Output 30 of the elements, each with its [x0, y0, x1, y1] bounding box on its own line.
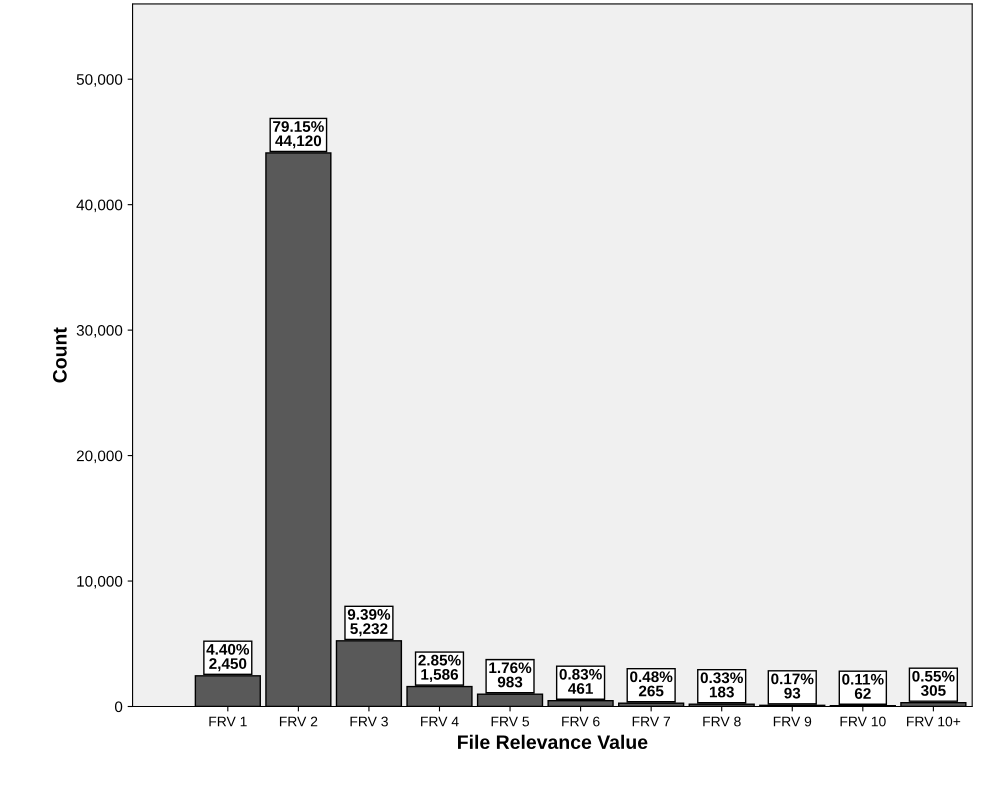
x-tick-label: FRV 5	[492, 716, 530, 726]
y-tick-label: 20,000	[76, 450, 122, 464]
x-axis-title: File Relevance Value	[458, 734, 648, 750]
x-tick-label: FRV 1	[209, 716, 247, 726]
data-label: 0.33% 183	[700, 672, 743, 698]
y-tick-label: 10,000	[77, 576, 122, 589]
x-tick-label: FRV 8	[703, 716, 741, 726]
x-tick-label: FRV 4	[421, 716, 459, 726]
data-label: 79.15% 44,120	[273, 121, 324, 148]
data-label: 0.83% 461	[560, 668, 602, 694]
data-label: 1.76% 983	[489, 662, 532, 688]
data-label: 0.17% 93	[771, 673, 814, 699]
x-tick-label: FRV 2	[280, 716, 318, 726]
x-tick-label: FRV 3	[350, 716, 388, 726]
x-tick-label: FRV 10	[840, 716, 886, 726]
x-tick-label: FRV 7	[632, 716, 670, 726]
data-label: 0.11% 62	[842, 674, 884, 699]
y-tick-label: 30,000	[76, 324, 122, 338]
y-tick-label: 0	[114, 701, 122, 712]
x-tick-label: FRV 9	[774, 716, 812, 726]
data-label: 9.39% 5,232	[348, 609, 390, 636]
y-tick-label: 50,000	[76, 74, 122, 87]
data-label: 2.85% 1,586	[418, 654, 461, 682]
y-axis-title: Count	[52, 327, 67, 382]
x-tick-label: FRV 10+	[907, 716, 960, 726]
data-label: 0.55% 305	[912, 670, 955, 696]
data-label: 4.40% 2,450	[206, 644, 250, 672]
x-tick-label: FRV 6	[562, 716, 600, 726]
y-tick-label: 40,000	[76, 200, 122, 212]
data-label: 0.48% 265	[630, 671, 672, 696]
